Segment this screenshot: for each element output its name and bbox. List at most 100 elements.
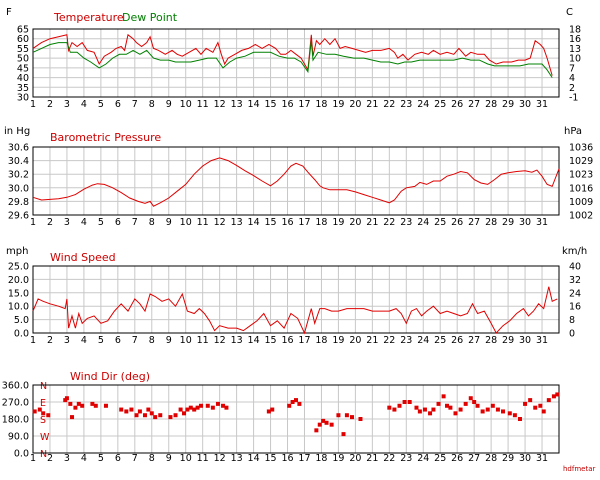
y-right-tick-label: 7 [569,63,575,74]
y-tick-label: 90.0 [8,432,29,443]
wind-dir-point [324,420,329,425]
y-tick-label: 0.0 [14,329,29,340]
x-tick-label: 19 [332,99,344,110]
wind-dir-point [80,403,85,408]
x-tick-label: 12 [214,335,226,346]
x-tick-label: 22 [383,99,395,110]
wind-dir-point [153,415,158,420]
x-tick-label: 26 [451,453,463,464]
wind-dir-point [314,428,319,433]
wind-dir-point [387,405,392,410]
y-tick-label: 30.0 [8,183,29,194]
x-tick-label: 16 [281,453,293,464]
wind-dir-point [185,407,190,412]
y-tick-label: 30.4 [8,156,29,167]
x-tick-label: 3 [64,335,70,346]
x-tick-label: 20 [349,453,361,464]
x-tick-label: 8 [149,453,155,464]
x-tick-label: 19 [332,335,344,346]
wind-dir-point [523,401,528,406]
x-tick-label: 23 [400,99,412,110]
y-right-tick-label: 8 [569,315,575,326]
wind-dir-point [317,422,322,427]
x-tick-label: 4 [81,335,87,346]
x-tick-label: 23 [400,335,412,346]
x-tick-label: 27 [468,217,480,228]
x-tick-label: 17 [298,217,310,228]
x-tick-label: 13 [231,335,243,346]
x-tick-label: 8 [149,217,155,228]
x-tick-label: 7 [132,99,138,110]
x-tick-label: 1 [30,453,36,464]
y-right-tick-label: 16 [569,34,581,45]
y-tick-label: 29.6 [8,211,29,222]
x-tick-label: 18 [315,217,327,228]
wind-dir-point [448,405,453,410]
y-right-tick-label: 1036 [569,143,593,154]
x-tick-label: 29 [502,217,514,228]
x-tick-label: 20 [349,99,361,110]
panel-wind-dir: Wind Dir (deg) [70,370,150,383]
series-line [32,40,553,78]
x-tick-label: 9 [166,335,172,346]
y-right-tick-label: 0 [569,329,575,340]
wind-dir-point [533,405,538,410]
x-tick-label: 3 [64,99,70,110]
y-tick-label: 65 [17,25,29,36]
x-tick-label: 2 [47,217,53,228]
y-tick-label: 25.0 [8,262,29,273]
wind-dir-point [134,413,139,418]
chart-title-dew-point: Dew Point [122,11,178,24]
wind-dir-point [417,409,422,414]
y-right-tick-label: 32 [569,275,581,286]
wind-dir-point [551,394,556,399]
x-tick-label: 13 [231,217,243,228]
y-right-tick-label: 13 [569,44,581,55]
x-tick-label: 5 [98,335,104,346]
wind-dir-point [445,403,450,408]
wind-dir-point [41,411,46,416]
compass-label: W [40,432,50,443]
y-tick-label: 45 [17,63,29,74]
x-tick-label: 20 [349,217,361,228]
x-tick-label: 12 [214,217,226,228]
y-tick-label: 55 [17,44,29,55]
x-tick-label: 2 [47,335,53,346]
series-line [32,286,558,335]
wind-dir-point [392,407,397,412]
y-tick-label: 270.0 [2,398,29,409]
panel-wind-speed: mph km/h Wind Speed [6,246,587,264]
y-tick-label: 50 [17,54,29,65]
wind-dir-point [270,407,275,412]
x-tick-label: 26 [451,217,463,228]
x-tick-label: 31 [536,99,548,110]
series-line [32,157,560,207]
x-tick-label: 1 [30,217,36,228]
y-right-tick-label: 1002 [569,211,593,222]
x-tick-label: 15 [265,453,277,464]
plot-frame [32,28,560,98]
y-tick-label: 20.0 [8,275,29,286]
x-tick-label: 27 [468,99,480,110]
y-right-tick-label: 24 [569,288,581,299]
wind-dir-point [517,417,522,421]
y-tick-label: 30.6 [8,143,29,154]
x-tick-label: 17 [298,99,310,110]
wind-dir-point [182,411,187,416]
wind-dir-point [490,403,495,408]
wind-dir-point [507,411,512,416]
wind-dir-point [188,405,193,410]
x-tick-label: 21 [366,335,378,346]
x-tick-label: 30 [519,99,531,110]
wind-dir-point [210,405,215,410]
x-tick-label: 21 [366,217,378,228]
chart-title-wind-speed: Wind Speed [50,251,116,264]
x-tick-label: 26 [451,335,463,346]
y-right-tick-label: 1009 [569,197,593,208]
panel-pressure: in Hg hPa Barometric Pressure [4,126,582,144]
wind-dir-point [341,432,346,437]
x-tick-label: 8 [149,335,155,346]
x-tick-label: 23 [400,453,412,464]
wind-dir-point [168,415,173,420]
